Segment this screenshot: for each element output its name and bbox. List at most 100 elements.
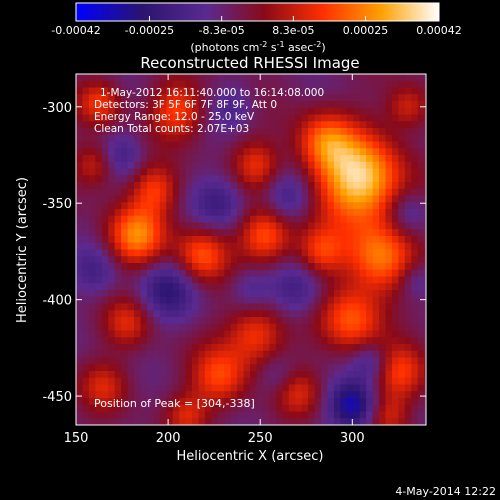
- heatmap-cell: [333, 236, 341, 244]
- heatmap-cell: [146, 87, 154, 95]
- heatmap-cell: [192, 283, 200, 291]
- heatmap-cell: [411, 121, 419, 129]
- heatmap-cell: [217, 80, 225, 89]
- heatmap-cell: [146, 182, 154, 190]
- heatmap-cell: [385, 418, 393, 425]
- heatmap-cell: [353, 377, 361, 386]
- heatmap-cell: [185, 242, 193, 251]
- heatmap-cell: [224, 229, 232, 237]
- heatmap-cell: [230, 411, 238, 419]
- heatmap-cell: [424, 411, 426, 419]
- heatmap-cell: [114, 350, 122, 359]
- heatmap-cell: [340, 263, 348, 271]
- heatmap-cell: [321, 202, 328, 210]
- heatmap-cell: [391, 398, 399, 406]
- heatmap-cell: [262, 128, 270, 136]
- heatmap-cell: [404, 411, 412, 419]
- heatmap-cell: [243, 161, 251, 170]
- heatmap-cell: [250, 188, 258, 197]
- heatmap-cell: [288, 391, 296, 399]
- heatmap-cell: [417, 121, 425, 129]
- heatmap-cell: [192, 134, 200, 143]
- heatmap-cell: [295, 337, 303, 345]
- heatmap-cell: [385, 195, 393, 203]
- heatmap-cell: [153, 215, 161, 224]
- heatmap-cell: [262, 175, 270, 183]
- heatmap-cell: [153, 317, 161, 325]
- colorbar-tick-label: 0.00042: [416, 24, 462, 37]
- heatmap-cell: [372, 148, 380, 156]
- heatmap-cell: [295, 256, 303, 264]
- heatmap-cell: [82, 195, 90, 203]
- heatmap-cell: [250, 236, 258, 244]
- heatmap-cell: [327, 344, 335, 352]
- heatmap-cell: [321, 296, 328, 305]
- heatmap-cell: [172, 344, 180, 352]
- heatmap-cell: [114, 222, 122, 230]
- heatmap-cell: [288, 215, 296, 224]
- heatmap-cell: [172, 317, 180, 325]
- heatmap-cell: [340, 141, 348, 149]
- heatmap-cell: [275, 202, 283, 210]
- heatmap-cell: [121, 303, 129, 311]
- heatmap-cell: [424, 276, 426, 284]
- heatmap-cell: [179, 411, 187, 419]
- heatmap-cell: [95, 256, 103, 264]
- heatmap-cell: [172, 215, 180, 224]
- heatmap-cell: [308, 384, 316, 392]
- heatmap-cell: [404, 168, 412, 176]
- heatmap-cell: [417, 384, 425, 392]
- heatmap-cell: [82, 364, 90, 372]
- heatmap-cell: [424, 87, 426, 95]
- heatmap-cell: [166, 148, 174, 156]
- heatmap-cell: [391, 364, 399, 372]
- heatmap-cell: [146, 209, 154, 217]
- heatmap-cell: [385, 404, 393, 413]
- heatmap-cell: [379, 195, 386, 203]
- heatmap-cell: [172, 195, 180, 203]
- heatmap-cell: [417, 74, 425, 82]
- heatmap-cell: [159, 195, 167, 203]
- heatmap-cell: [179, 229, 187, 237]
- heatmap-cell: [301, 249, 309, 257]
- heatmap-cell: [411, 357, 419, 365]
- heatmap-cell: [262, 350, 270, 359]
- heatmap-cell: [275, 276, 283, 284]
- heatmap-cell: [372, 94, 380, 102]
- heatmap-cell: [140, 310, 148, 318]
- heatmap-cell: [211, 350, 219, 359]
- heatmap-cell: [121, 256, 129, 264]
- colorbar-tick-label: -0.00025: [125, 24, 174, 37]
- heatmap-cell: [366, 101, 374, 109]
- heatmap-cell: [159, 229, 167, 237]
- heatmap-cell: [224, 175, 232, 183]
- heatmap-cell: [88, 276, 96, 284]
- heatmap-cell: [366, 182, 374, 190]
- heatmap-cell: [314, 263, 322, 271]
- heatmap-cell: [256, 411, 264, 419]
- heatmap-cell: [346, 209, 354, 217]
- heatmap-cell: [398, 330, 406, 338]
- heatmap-cell: [230, 371, 238, 379]
- heatmap-cell: [269, 249, 277, 257]
- heatmap-cell: [353, 202, 361, 210]
- heatmap-cell: [295, 188, 303, 197]
- heatmap-cell: [314, 134, 322, 143]
- heatmap-cell: [88, 242, 96, 251]
- heatmap-cell: [250, 344, 258, 352]
- heatmap-cell: [366, 114, 374, 122]
- heatmap-cell: [82, 249, 90, 257]
- heatmap-cell: [417, 404, 425, 413]
- heatmap-cell: [134, 263, 141, 271]
- heatmap-cell: [340, 74, 348, 82]
- heatmap-cell: [391, 107, 399, 116]
- heatmap-cell: [398, 296, 406, 305]
- heatmap-cell: [288, 175, 296, 183]
- heatmap-cell: [95, 418, 103, 425]
- heatmap-cell: [385, 350, 393, 359]
- heatmap-cell: [327, 182, 335, 190]
- heatmap-cell: [108, 168, 116, 176]
- heatmap-cell: [192, 74, 200, 82]
- peak-label: Position of Peak = [304,-338]: [94, 397, 255, 410]
- heatmap-cell: [327, 310, 335, 318]
